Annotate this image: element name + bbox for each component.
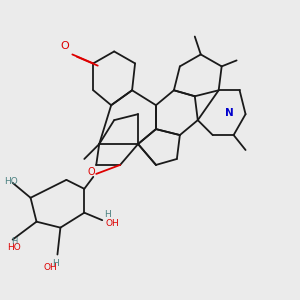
Text: O: O [61, 41, 69, 52]
Text: OH: OH [43, 263, 57, 272]
Text: O: O [88, 167, 96, 177]
Text: H: H [52, 259, 59, 268]
Text: N: N [225, 108, 233, 118]
Text: H: H [11, 237, 17, 246]
Text: HO: HO [7, 242, 20, 251]
Text: OH: OH [105, 219, 119, 228]
Text: HO: HO [4, 177, 17, 186]
Text: H: H [104, 210, 110, 219]
